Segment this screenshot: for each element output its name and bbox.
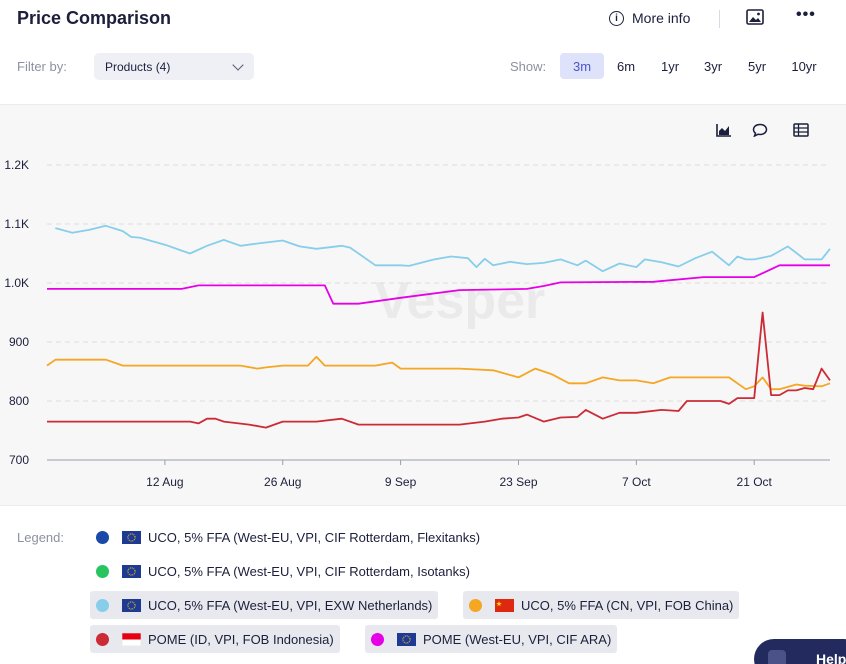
legend-item-uco-flexitanks[interactable]: UCO, 5% FFA (West-EU, VPI, CIF Rotterdam… xyxy=(90,523,486,551)
legend-item-pome-fob-indonesia[interactable]: POME (ID, VPI, FOB Indonesia) xyxy=(90,625,340,653)
eu-flag-icon xyxy=(122,598,141,612)
y-tick-label: 1.2K xyxy=(4,158,29,172)
legend-dot xyxy=(371,632,384,646)
y-tick-label: 1.0K xyxy=(4,276,29,290)
y-tick-label: 1.1K xyxy=(4,217,29,231)
x-tick-label: 26 Aug xyxy=(264,475,301,489)
china-flag-icon xyxy=(495,598,514,612)
legend-dot xyxy=(96,564,109,578)
period-3yr[interactable]: 3yr xyxy=(703,58,723,74)
legend-dot xyxy=(469,598,482,612)
period-1yr[interactable]: 1yr xyxy=(660,58,680,74)
y-tick-label: 700 xyxy=(9,453,29,467)
series-line xyxy=(47,264,830,305)
chart-panel xyxy=(0,104,846,506)
legend-item-label: UCO, 5% FFA (West-EU, VPI, CIF Rotterdam… xyxy=(148,529,481,545)
legend-item-uco-isotanks[interactable]: UCO, 5% FFA (West-EU, VPI, CIF Rotterdam… xyxy=(90,557,476,585)
info-icon: i xyxy=(609,10,624,26)
y-tick-label: 800 xyxy=(9,394,29,408)
eu-flag-icon xyxy=(122,564,141,578)
show-label: Show: xyxy=(510,59,547,74)
legend-dot xyxy=(96,632,109,646)
legend-item-label: UCO, 5% FFA (CN, VPI, FOB China) xyxy=(521,597,734,613)
products-select-value: Products (4) xyxy=(105,59,171,74)
series-line xyxy=(55,224,831,273)
more-info-label: More info xyxy=(632,10,691,26)
legend-item-pome-cif-ara[interactable]: POME (West-EU, VPI, CIF ARA) xyxy=(365,625,618,653)
legend-item-label: POME (ID, VPI, FOB Indonesia) xyxy=(148,631,334,647)
legend-item-label: UCO, 5% FFA (West-EU, VPI, CIF Rotterdam… xyxy=(148,563,470,579)
comment-icon[interactable] xyxy=(752,123,768,137)
grid-icon xyxy=(768,650,786,664)
legend-item-label: UCO, 5% FFA (West-EU, VPI, EXW Netherlan… xyxy=(148,597,433,613)
period-6m[interactable]: 6m xyxy=(616,58,636,74)
series-line xyxy=(47,311,831,429)
chevron-down-icon xyxy=(232,59,244,71)
toolbar-divider xyxy=(719,10,720,28)
legend-item-uco-exw-netherlands[interactable]: UCO, 5% FFA (West-EU, VPI, EXW Netherlan… xyxy=(90,591,439,619)
eu-flag-icon xyxy=(122,530,141,544)
x-tick-label: 23 Sep xyxy=(499,475,537,489)
x-tick-label: 21 Oct xyxy=(737,475,773,489)
products-select[interactable]: Products (4) xyxy=(94,53,254,80)
eu-flag-icon xyxy=(397,632,416,646)
price-line-chart: Vesper 700 800 900 1.0K 1.1K 1.2K 12 Aug 26 Au… xyxy=(4,158,831,489)
filter-label: Filter by: xyxy=(17,59,67,74)
series-line xyxy=(46,355,831,391)
x-tick-label: 9 Sep xyxy=(385,475,417,489)
help-button[interactable]: Help xyxy=(754,639,846,664)
indonesia-flag-icon xyxy=(122,632,141,646)
period-3m[interactable]: 3m xyxy=(560,53,604,79)
table-icon[interactable] xyxy=(793,123,809,137)
more-info-button[interactable]: i More info xyxy=(609,10,690,26)
image-icon[interactable] xyxy=(746,9,764,25)
legend-dot xyxy=(96,530,109,544)
vesper-watermark: Vesper xyxy=(375,272,546,330)
period-10yr[interactable]: 10yr xyxy=(791,58,817,74)
legend-label: Legend: xyxy=(17,530,64,545)
legend-item-uco-fob-china[interactable]: UCO, 5% FFA (CN, VPI, FOB China) xyxy=(463,591,740,619)
x-tick-label: 7 Oct xyxy=(622,475,651,489)
help-label: Help xyxy=(816,651,846,664)
y-tick-label: 900 xyxy=(9,335,29,349)
period-5yr[interactable]: 5yr xyxy=(747,58,767,74)
legend-dot xyxy=(96,598,109,612)
chart-icon[interactable] xyxy=(716,123,732,137)
legend-item-label: POME (West-EU, VPI, CIF ARA) xyxy=(423,631,612,647)
page-title: Price Comparison xyxy=(17,8,172,28)
more-icon[interactable]: ••• xyxy=(796,6,816,23)
x-tick-label: 12 Aug xyxy=(146,475,183,489)
